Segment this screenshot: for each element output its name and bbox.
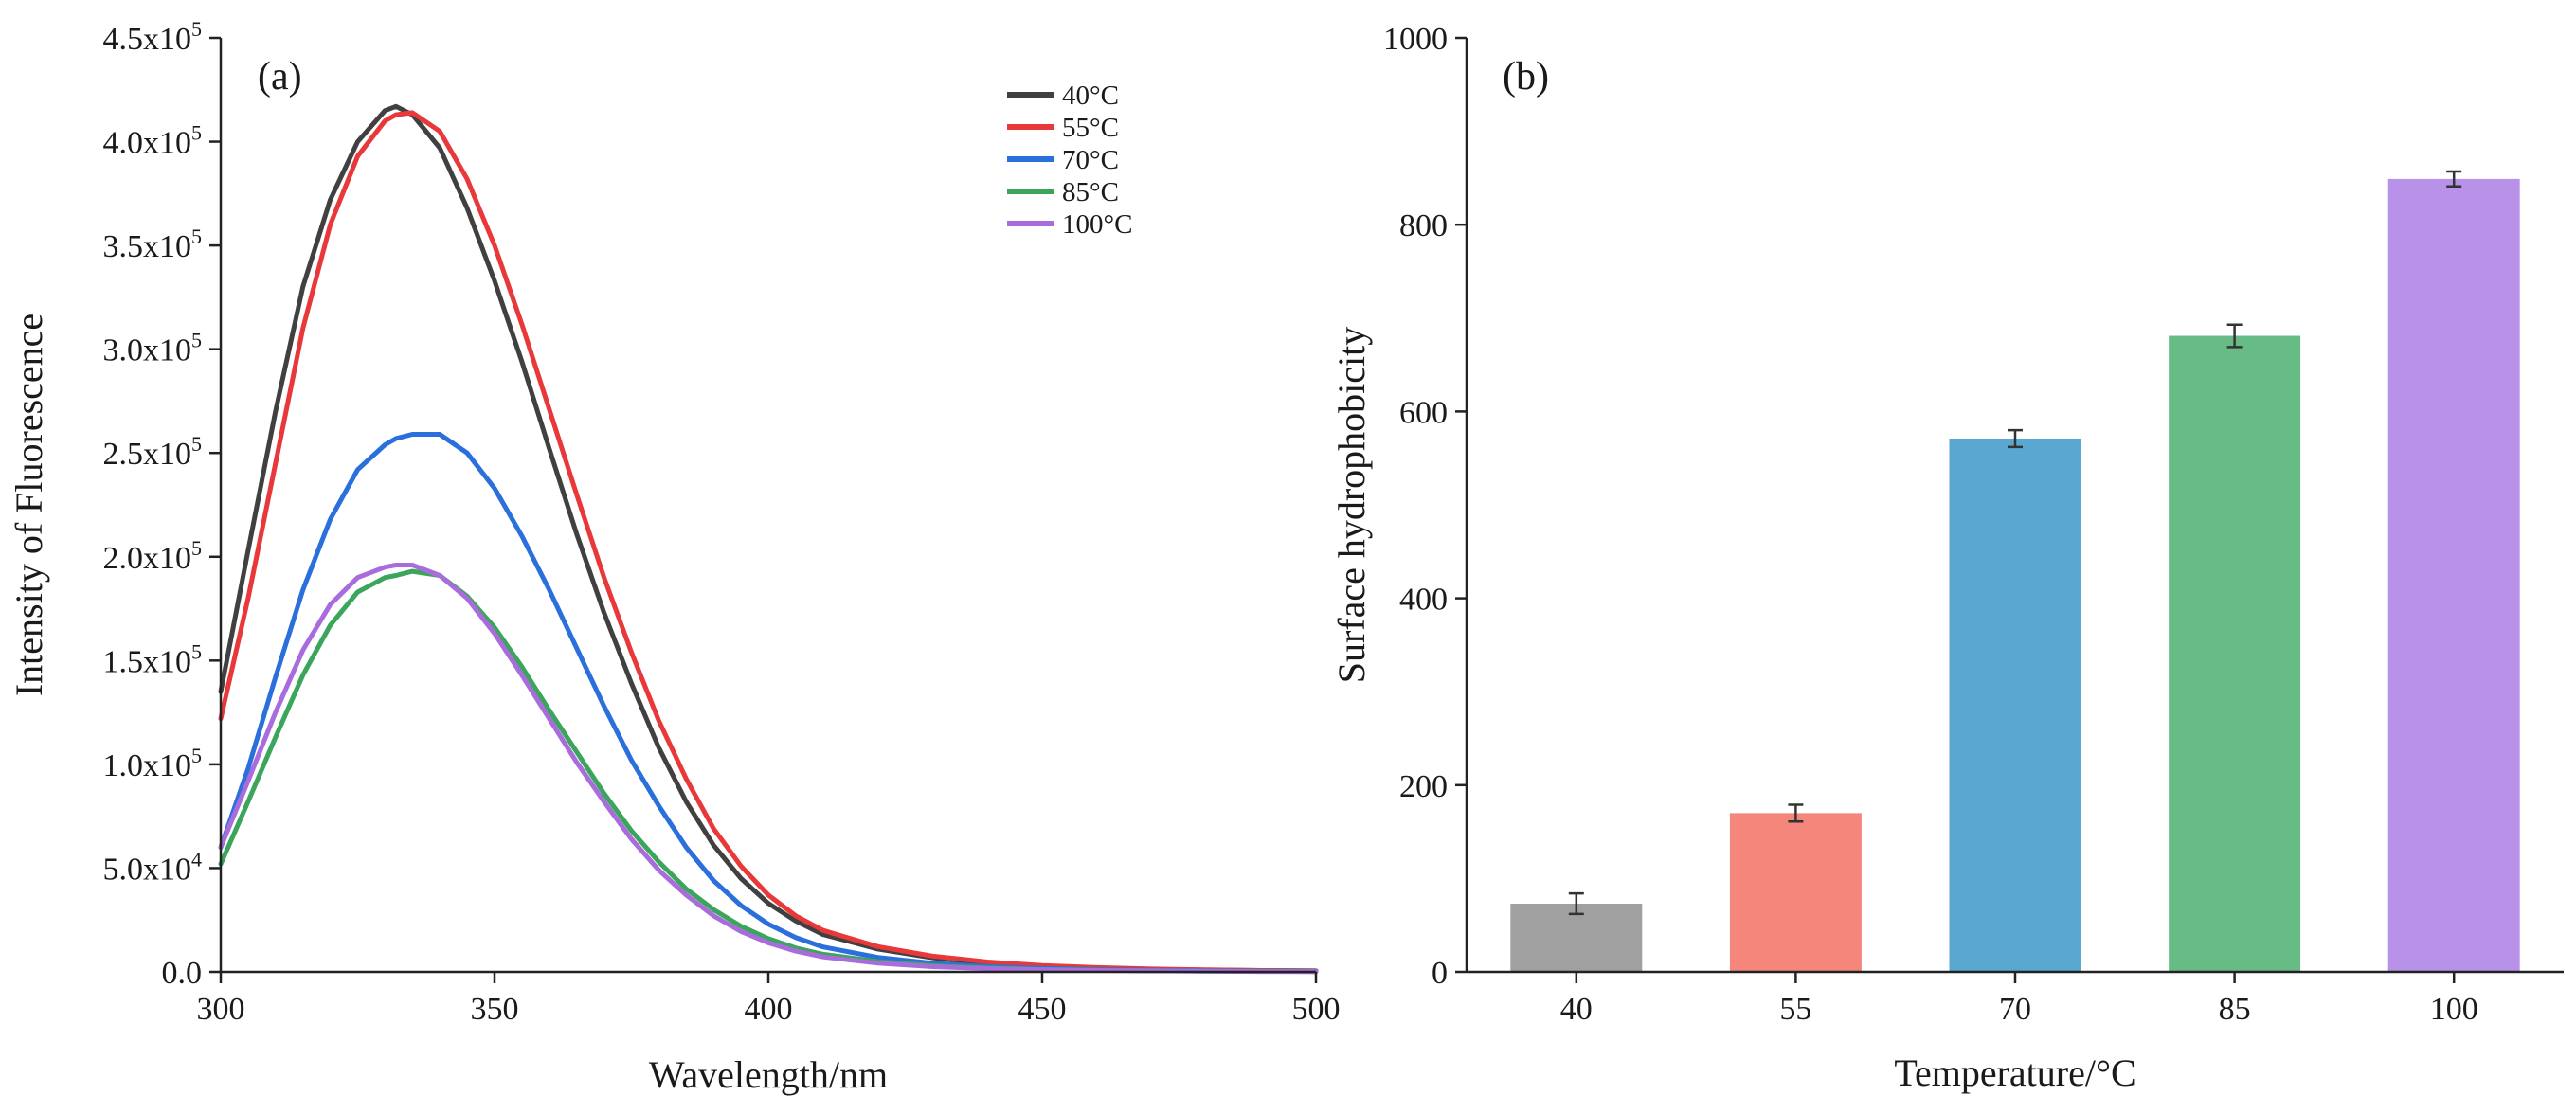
legend-label-2: 70°C [1062, 145, 1119, 175]
y-tick-label-b: 400 [1399, 583, 1448, 618]
y-tick-label-a: 2.5x105 [103, 432, 203, 472]
y-tick-label-a: 5.0x104 [103, 847, 203, 887]
series-line-4 [218, 563, 1319, 975]
x-axis-label-a: Wavelength/nm [649, 1053, 888, 1096]
y-tick-label-b: 200 [1399, 769, 1448, 804]
x-tick-label-b: 70 [1999, 992, 2031, 1027]
x-tick-label-a: 300 [197, 992, 245, 1027]
x-tick-label-a: 450 [1018, 992, 1067, 1027]
bar-chart-panel-b: 40 55 70 85 100 0 200 400 600 800 1000 (b) Temper… [1330, 22, 2564, 1094]
x-tick-label-a: 350 [471, 992, 519, 1027]
y-tick-label-a: 3.0x105 [103, 329, 203, 368]
y-ticks-b: 0 200 400 600 800 1000 [1383, 22, 1467, 991]
panel-label-b: (b) [1503, 55, 1549, 99]
x-axis-label-b: Temperature/°C [1894, 1051, 2135, 1094]
series-line-2 [218, 432, 1319, 974]
x-tick-label-b: 85 [2219, 992, 2251, 1027]
x-tick-label-a: 400 [745, 992, 793, 1027]
y-tick-label-a: 1.5x105 [103, 639, 203, 679]
x-tick-label-a: 500 [1292, 992, 1341, 1027]
y-tick-label-a: 4.0x105 [103, 121, 203, 161]
y-axis-label-a: Intensity of Fluorescence [8, 314, 50, 696]
legend-label-4: 100°C [1062, 209, 1132, 240]
line-chart-panel-a: 300 350 400 450 500 0.0 5.0x104 1.0x105 1.5x105… [8, 17, 1341, 1096]
bar-100 [2387, 178, 2520, 973]
y-tick-label-b: 600 [1399, 395, 1448, 430]
legend-label-3: 85°C [1062, 177, 1119, 207]
x-tick-label-b: 40 [1560, 992, 1593, 1027]
y-tick-label-a: 3.5x105 [103, 225, 203, 264]
bar-group [1510, 170, 2520, 973]
x-tick-label-b: 100 [2430, 992, 2478, 1027]
y-tick-label-a: 2.0x105 [103, 536, 203, 576]
y-tick-label-a: 1.0x105 [103, 744, 203, 783]
bar-55 [1729, 813, 1862, 972]
series-line-0 [218, 103, 1319, 974]
x-ticks-a: 300 350 400 450 500 [197, 972, 1341, 1027]
bar-70 [1949, 438, 2081, 972]
legend-label-1: 55°C [1062, 113, 1119, 143]
y-tick-label-b: 0 [1432, 956, 1448, 991]
y-axis-label-b: Surface hydrophobicity [1330, 327, 1373, 684]
x-tick-label-b: 55 [1779, 992, 1811, 1027]
y-ticks-a: 0.0 5.0x104 1.0x105 1.5x105 2.0x105 2.5x105 3.… [103, 17, 221, 991]
panel-label-a: (a) [258, 55, 302, 99]
bar-85 [2169, 335, 2301, 972]
line-series-group [218, 103, 1319, 975]
y-tick-label-a: 4.5x105 [103, 17, 203, 57]
y-tick-label-b: 800 [1399, 208, 1448, 243]
y-tick-label-b: 1000 [1383, 22, 1448, 57]
y-tick-label-a: 0.0 [162, 956, 203, 991]
legend-label-0: 40°C [1062, 81, 1119, 111]
series-line-1 [218, 110, 1319, 974]
series-line-3 [218, 568, 1319, 975]
x-ticks-b: 40 55 70 85 100 [1560, 972, 2478, 1027]
